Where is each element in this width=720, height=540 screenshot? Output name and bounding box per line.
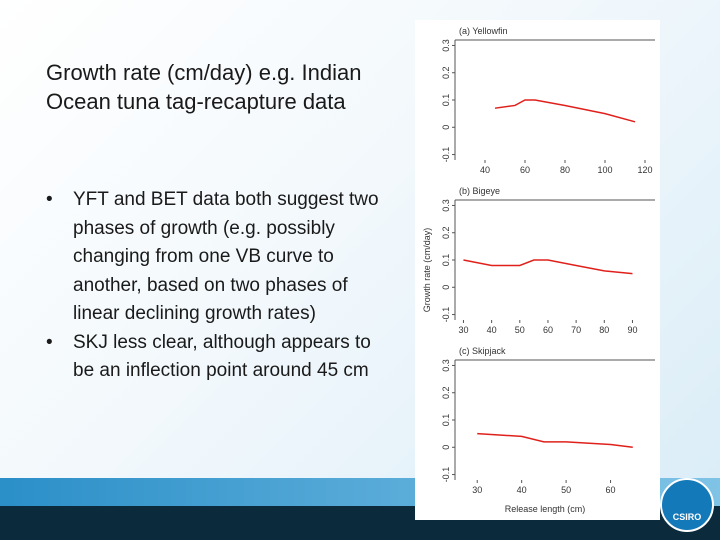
x-tick-label: 80 — [599, 325, 609, 335]
x-tick-label: 60 — [543, 325, 553, 335]
x-tick-label: 70 — [571, 325, 581, 335]
trend-line — [477, 432, 633, 449]
x-tick-label: 50 — [561, 485, 571, 495]
bullet-list: YFT and BET data both suggest two phases… — [46, 186, 386, 386]
y-tick-label: 0 — [441, 125, 451, 130]
slide-title: Growth rate (cm/day) e.g. Indian Ocean t… — [46, 60, 362, 114]
x-tick-label: 50 — [515, 325, 525, 335]
x-tick-label: 60 — [606, 485, 616, 495]
y-tick-label: -0.1 — [441, 147, 451, 163]
logo: CSIRO — [660, 478, 714, 532]
y-tick-label: 0.3 — [441, 199, 451, 212]
y-tick-label: 0 — [441, 445, 451, 450]
y-tick-label: 0 — [441, 285, 451, 290]
x-tick-label: 80 — [560, 165, 570, 175]
x-tick-label: 30 — [472, 485, 482, 495]
y-tick-label: 0.2 — [441, 66, 451, 79]
y-tick-label: -0.1 — [441, 467, 451, 483]
figure: Growth rate (cm/day) Release length (cm)… — [415, 20, 660, 520]
trend-line — [494, 99, 636, 123]
bullet: SKJ less clear, although appears to be a… — [46, 329, 386, 386]
x-tick-label: 100 — [597, 165, 612, 175]
y-tick-label: 0.1 — [441, 414, 451, 427]
y-axis-label: Growth rate (cm/day) — [422, 228, 432, 313]
y-tick-label: 0.1 — [441, 94, 451, 107]
x-tick-label: 40 — [517, 485, 527, 495]
y-tick-label: -0.1 — [441, 307, 451, 323]
y-tick-label: 0.2 — [441, 226, 451, 239]
x-tick-label: 40 — [487, 325, 497, 335]
y-tick-label: 0.2 — [441, 386, 451, 399]
bullet: YFT and BET data both suggest two phases… — [46, 186, 386, 329]
panel-title: (a) Yellowfin — [459, 26, 508, 36]
x-axis-label: Release length (cm) — [505, 504, 586, 514]
panel-title: (c) Skipjack — [459, 346, 506, 356]
x-tick-label: 30 — [458, 325, 468, 335]
x-tick-label: 120 — [637, 165, 652, 175]
y-tick-label: 0.3 — [441, 39, 451, 52]
panel-title: (b) Bigeye — [459, 186, 500, 196]
figure-background — [415, 20, 660, 520]
y-tick-label: 0.3 — [441, 359, 451, 372]
y-tick-label: 0.1 — [441, 254, 451, 267]
x-tick-label: 90 — [627, 325, 637, 335]
trend-line — [463, 259, 633, 275]
x-tick-label: 40 — [480, 165, 490, 175]
x-tick-label: 60 — [520, 165, 530, 175]
